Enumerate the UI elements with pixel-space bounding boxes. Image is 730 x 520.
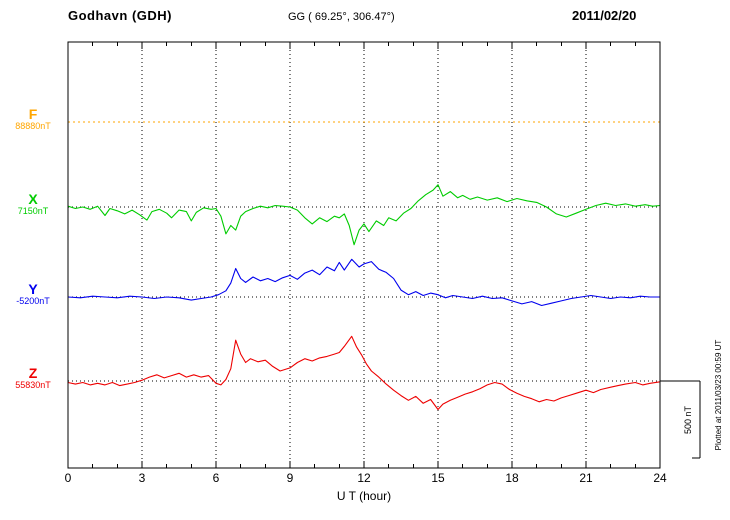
trace-X [67,184,661,246]
channel-name: F [28,106,38,122]
channel-label-F: F 88880nT [2,107,64,132]
channel-label-Y: Y -5200nT [2,282,64,307]
x-tick-label: 0 [64,471,72,485]
x-axis-label: U T (hour) [336,489,392,503]
x-tick-label: 24 [653,471,667,485]
station-title: Godhavn (GDH) [68,8,172,23]
x-tick-label: 6 [212,471,220,485]
plotted-timestamp: Plotted at 2011/03/23 00:59 UT [714,339,723,451]
x-tick-label: 21 [579,471,593,485]
trace-Z [67,335,661,411]
channel-label-Z: Z 55830nT [2,366,64,391]
x-tick-label: 12 [357,471,371,485]
x-tick-label: 9 [286,471,294,485]
channel-name: Y [28,281,38,297]
channel-label-X: X 7150nT [2,192,64,217]
x-tick-label: 18 [505,471,519,485]
plot-date: 2011/02/20 [572,8,637,23]
channel-baseline-value: 88880nT [15,121,51,131]
channel-name: X [28,191,38,207]
channel-name: Z [28,365,38,381]
channel-baseline-value: 7150nT [17,206,49,216]
x-tick-label: 15 [431,471,445,485]
channel-baseline-value: -5200nT [16,296,50,306]
x-tick-label: 3 [138,471,146,485]
geo-coordinates: GG ( 69.25°, 306.47°) [288,11,395,23]
channel-baseline-value: 55830nT [15,380,51,390]
trace-Y [67,258,660,307]
plot-frame [67,41,661,469]
scale-bar-label: 500 nT [683,405,693,435]
